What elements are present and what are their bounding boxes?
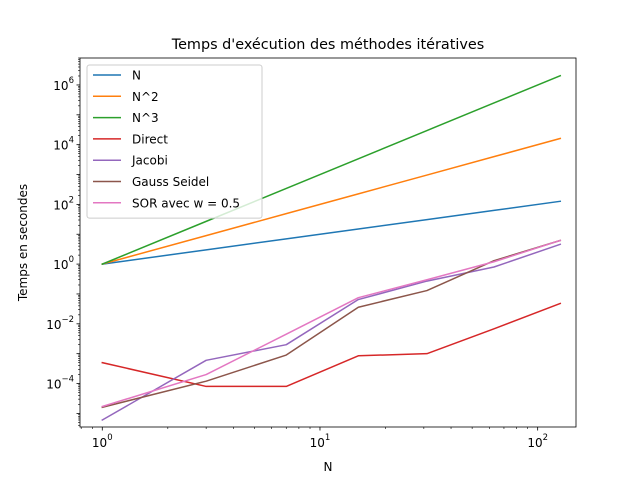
chart-title: Temps d'exécution des méthodes itérative… (171, 37, 485, 53)
y-tick-label-2: 100 (53, 255, 74, 272)
series-line-0 (101, 200, 562, 265)
series-layer (101, 74, 562, 422)
legend-label-4: Jacobi (131, 154, 168, 168)
series-line-4 (101, 243, 562, 422)
legend-label-1: N^2 (132, 90, 159, 104)
series-line-3 (101, 302, 562, 388)
legend-label-5: Gauss Seidel (132, 175, 209, 189)
legend-label-3: Direct (132, 132, 168, 146)
legend-box (86, 64, 263, 219)
legend-label-0: N (132, 69, 141, 83)
series-line-2 (101, 74, 562, 266)
y-tick-label-5: 106 (53, 76, 74, 93)
x-tick-label-0: 100 (92, 433, 113, 450)
y-axis-ticks: 10−4 10−2 100 102 104 106 (46, 57, 80, 426)
series-line-1 (101, 137, 562, 266)
x-tick-label-2: 102 (527, 433, 548, 450)
y-tick-label-0: 10−4 (46, 375, 74, 392)
x-axis-label: N (324, 460, 333, 474)
y-tick-label-3: 102 (53, 195, 74, 212)
y-axis-label: Temps en secondes (16, 184, 30, 302)
axes-frame (79, 57, 577, 428)
legend-label-2: N^3 (132, 111, 159, 125)
series-line-6 (101, 239, 562, 408)
x-axis-ticks: 100 101 102 (80, 427, 548, 450)
x-tick-label-1: 101 (310, 433, 331, 450)
series-line-5 (101, 239, 562, 409)
y-tick-label-1: 10−2 (46, 315, 74, 332)
legend-label-6: SOR avec w = 0.5 (132, 196, 240, 210)
y-tick-label-4: 104 (53, 136, 74, 153)
legend: N N^2 N^3 Direct Jacobi Gauss Seidel SOR avec … (86, 64, 263, 219)
